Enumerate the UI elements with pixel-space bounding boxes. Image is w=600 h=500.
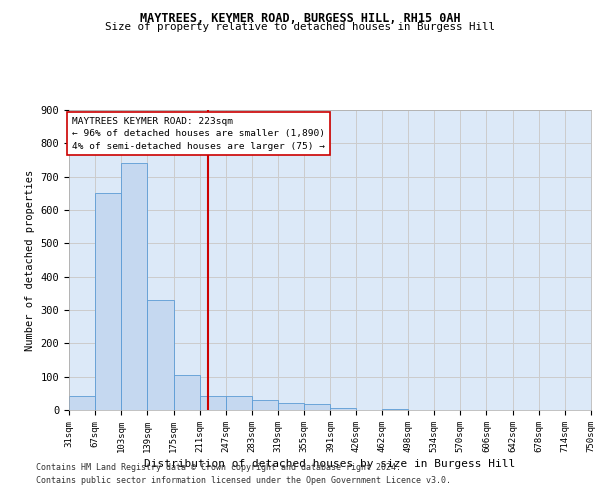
Bar	[226, 396, 252, 410]
Text: Contains public sector information licensed under the Open Government Licence v3: Contains public sector information licen…	[36, 476, 451, 485]
Y-axis label: Number of detached properties: Number of detached properties	[25, 170, 35, 350]
Text: Contains HM Land Registry data © Crown copyright and database right 2024.: Contains HM Land Registry data © Crown c…	[36, 464, 401, 472]
Bar	[95, 194, 121, 410]
Bar	[331, 408, 356, 410]
Bar	[173, 375, 200, 410]
Bar	[382, 409, 408, 410]
Text: Size of property relative to detached houses in Burgess Hill: Size of property relative to detached ho…	[105, 22, 495, 32]
Bar	[200, 396, 226, 410]
Bar	[121, 164, 148, 410]
X-axis label: Distribution of detached houses by size in Burgess Hill: Distribution of detached houses by size …	[145, 459, 515, 469]
Bar	[148, 300, 173, 410]
Text: MAYTREES, KEYMER ROAD, BURGESS HILL, RH15 0AH: MAYTREES, KEYMER ROAD, BURGESS HILL, RH1…	[140, 12, 460, 26]
Bar	[304, 404, 331, 410]
Bar	[69, 396, 95, 410]
Bar	[278, 404, 304, 410]
Bar	[252, 400, 278, 410]
Text: MAYTREES KEYMER ROAD: 223sqm
← 96% of detached houses are smaller (1,890)
4% of : MAYTREES KEYMER ROAD: 223sqm ← 96% of de…	[72, 116, 325, 150]
